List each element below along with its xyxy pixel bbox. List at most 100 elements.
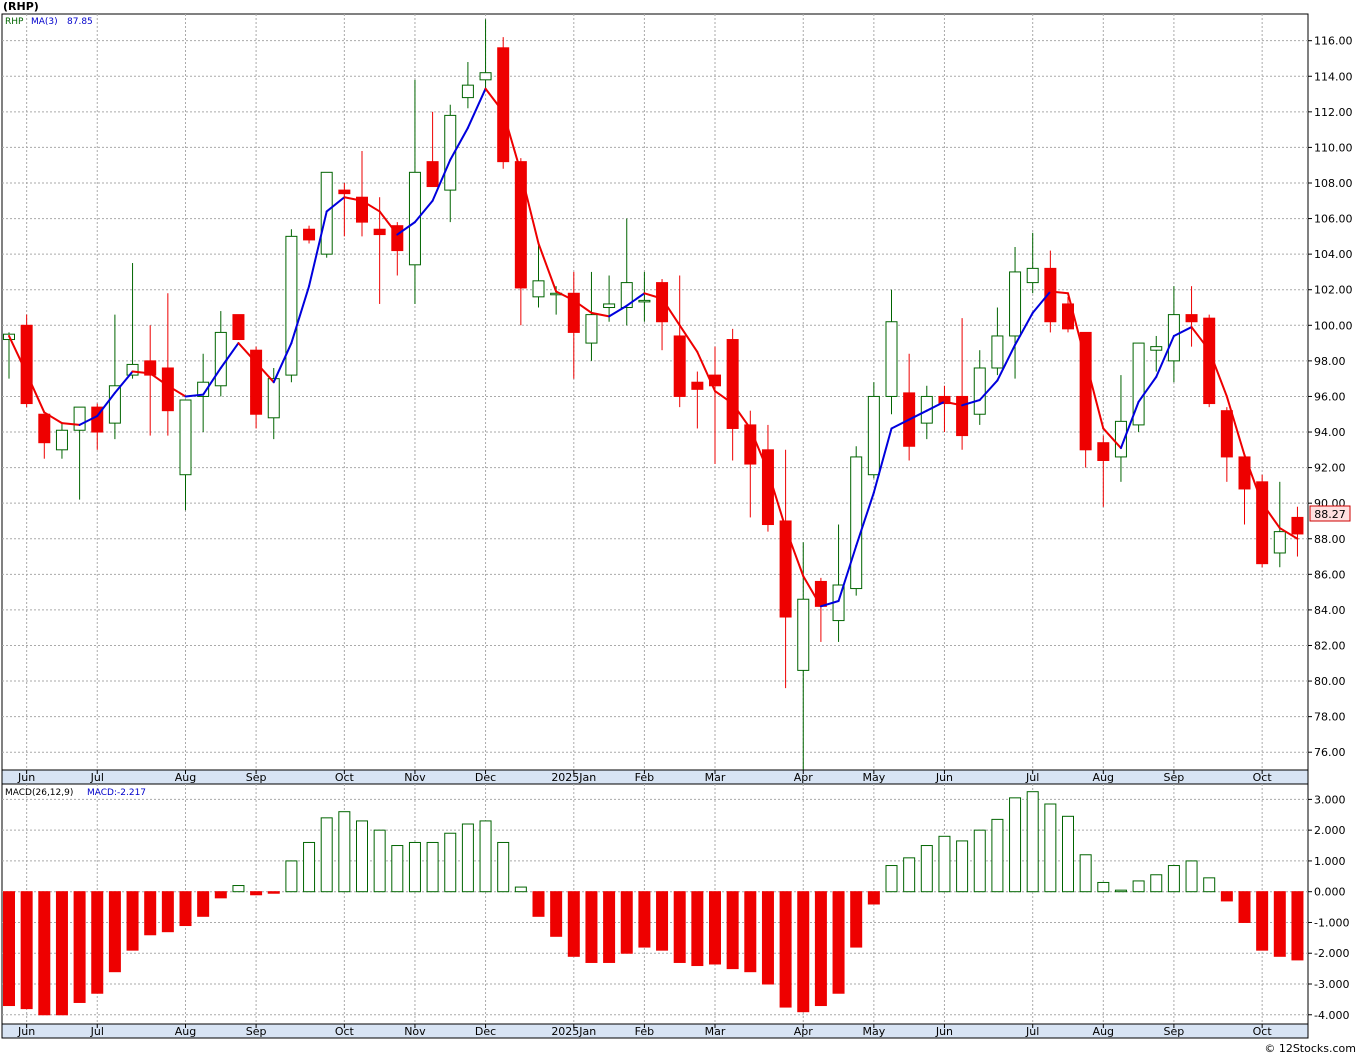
candle-body — [267, 378, 280, 419]
price-y-tick-label: 98.00 — [1314, 355, 1346, 368]
ma-segment — [1067, 292, 1087, 362]
candle-body — [991, 335, 1004, 369]
legend-ma-label: MA(3) — [31, 17, 58, 27]
candle-body — [638, 299, 651, 303]
candle-body — [1150, 346, 1163, 351]
ma-segment — [590, 311, 611, 318]
macd-bar — [497, 841, 510, 893]
candle-body — [38, 413, 51, 444]
macd-bar — [197, 891, 210, 917]
ma-segment — [890, 418, 911, 430]
ma-segment — [996, 343, 1017, 382]
macd-bar — [1203, 877, 1216, 893]
candle-body — [126, 363, 139, 376]
macd-bar — [232, 885, 245, 893]
date-tick-label: Aug — [175, 771, 196, 784]
ma-segment — [1261, 502, 1281, 530]
macd-y-tick-label: 3.000 — [1314, 793, 1346, 806]
date-axis-top: Jun Jul Aug Sep Oct Nov Dec 2025Jan Feb Mar Apr May… — [17, 770, 1272, 784]
macd-bar — [144, 891, 157, 936]
price-y-tick-label: 108.00 — [1314, 177, 1353, 190]
price-y-tick-label: 106.00 — [1314, 213, 1353, 226]
ma-segment — [678, 324, 699, 353]
ma-segment — [943, 400, 964, 407]
candle-body — [55, 429, 68, 451]
ma-segment — [361, 199, 381, 213]
price-y-axis: 76.0078.0080.0082.0084.0086.0088.0090.00… — [1308, 35, 1353, 759]
date-tick-label: Mar — [705, 1025, 726, 1038]
candle-body — [73, 406, 86, 431]
ma-segment — [237, 342, 258, 364]
macd-bar — [832, 891, 845, 994]
candle-body — [656, 282, 669, 323]
macd-y-tick-label: -4.000 — [1314, 1009, 1349, 1022]
macd-bar — [161, 891, 174, 933]
candle-body — [567, 292, 580, 333]
candle-body — [797, 598, 810, 671]
candle-body — [938, 395, 951, 405]
macd-bar — [726, 891, 739, 970]
ma-segment — [449, 126, 469, 161]
ma-segment — [343, 196, 363, 202]
candle-body — [867, 395, 880, 476]
macd-bar — [1097, 881, 1110, 893]
price-y-tick-label: 112.00 — [1314, 106, 1353, 119]
macd-bar — [408, 841, 421, 893]
macd-bar — [656, 891, 669, 951]
moving-average-line — [8, 87, 1299, 608]
ma-segment — [872, 427, 893, 494]
ma-segment — [1190, 326, 1211, 352]
candle-body — [108, 385, 121, 424]
ma-segment — [519, 171, 540, 245]
candle-body — [603, 303, 616, 309]
macd-bar — [1132, 880, 1145, 893]
ma-segment — [325, 196, 346, 213]
candle-body — [814, 580, 827, 607]
candle-body — [1273, 531, 1286, 554]
ma-segment — [149, 372, 169, 387]
ma-segment — [431, 158, 452, 202]
macd-bar — [991, 818, 1004, 893]
ma-segment — [502, 110, 522, 174]
date-tick-label: Jun — [935, 771, 953, 784]
date-tick-label: Nov — [404, 1025, 426, 1038]
macd-bar — [709, 891, 721, 965]
macd-bar — [426, 841, 439, 893]
candle-body — [179, 399, 192, 476]
date-tick-label: Oct — [1253, 771, 1273, 784]
macd-bar — [214, 891, 227, 899]
legend-ma-value: 87.85 — [67, 17, 93, 27]
price-y-tick-label: 116.00 — [1314, 35, 1353, 48]
macd-bar — [920, 845, 933, 893]
ma-segment — [60, 422, 81, 426]
ma-segment — [78, 415, 99, 426]
macd-bar — [585, 891, 598, 963]
ma-segment — [484, 87, 505, 113]
price-y-tick-label: 110.00 — [1314, 141, 1353, 154]
macd-bar — [673, 891, 686, 963]
candle-body — [1114, 420, 1127, 458]
candle-body — [497, 47, 510, 163]
macd-bar — [73, 891, 86, 1003]
macd-bar — [1026, 791, 1039, 893]
ma-segment — [784, 527, 805, 578]
date-tick-label: Jul — [90, 771, 104, 784]
macd-bar — [1062, 815, 1074, 893]
date-tick-label: Aug — [1093, 771, 1114, 784]
macd-value: MACD:-2.217 — [87, 788, 146, 798]
candle-body — [1097, 442, 1110, 461]
date-tick-label: Feb — [635, 771, 654, 784]
date-tick-label: Sep — [1164, 771, 1185, 784]
candle-body — [197, 381, 210, 397]
macd-bar — [267, 891, 280, 894]
macd-grid — [2, 784, 1308, 1024]
legend-symbol: RHP — [5, 17, 24, 27]
macd-y-tick-label: 1.000 — [1314, 855, 1346, 868]
macd-bar — [1009, 797, 1022, 893]
candle-body — [1079, 331, 1092, 451]
macd-bar — [444, 832, 457, 893]
date-tick-label: May — [862, 1025, 885, 1038]
date-axis-band-bottom — [1, 1023, 1309, 1039]
macd-y-tick-label: 2.000 — [1314, 824, 1346, 837]
ma-segment — [413, 199, 434, 224]
